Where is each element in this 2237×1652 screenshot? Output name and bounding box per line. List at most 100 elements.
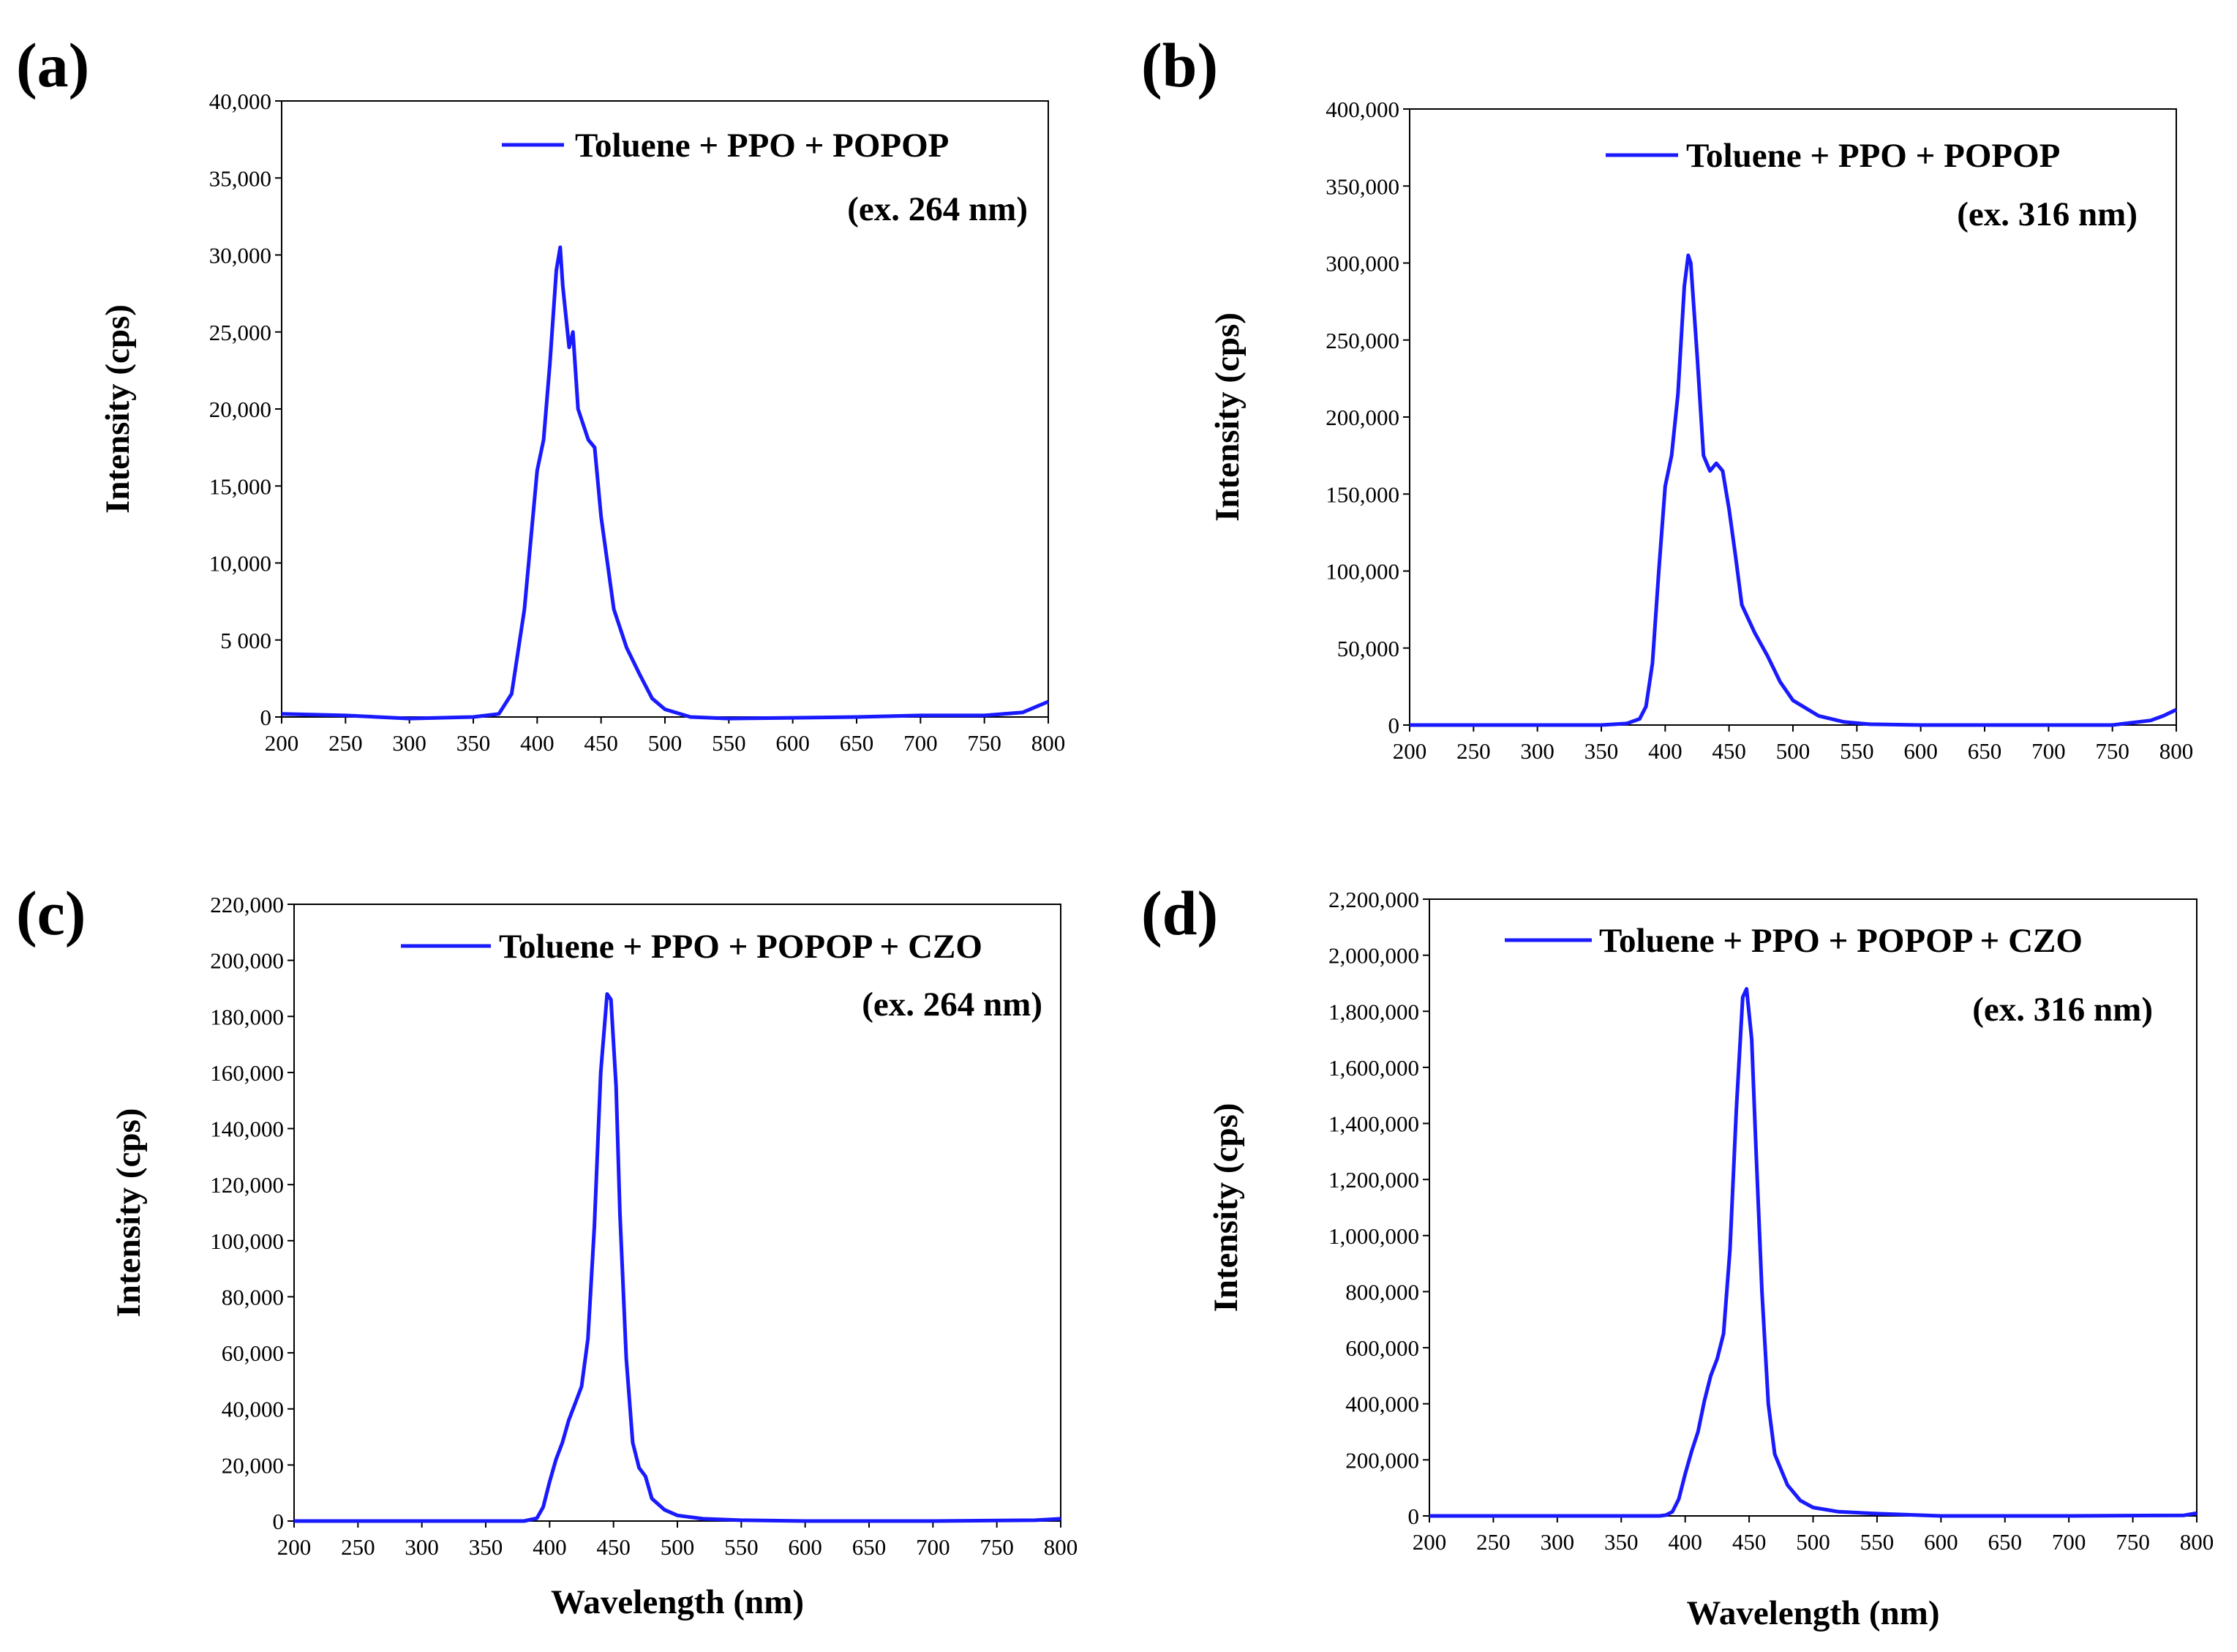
- x-tick-label: 650: [840, 730, 874, 756]
- legend-label: Toluene + PPO + POPOP + CZO: [499, 928, 982, 966]
- x-tick-label: 550: [1840, 738, 1874, 764]
- y-tick-label: 30,000: [209, 243, 271, 269]
- y-tick-label: 150,000: [1326, 481, 1399, 507]
- x-tick-label: 750: [980, 1534, 1014, 1560]
- y-tick-label: 0: [260, 705, 272, 730]
- x-tick-label: 400: [533, 1534, 567, 1560]
- legend-note: (ex. 264 nm): [862, 985, 1042, 1024]
- y-tick-label: 0: [1388, 713, 1400, 738]
- x-tick-label: 400: [520, 730, 554, 756]
- x-tick-label: 450: [584, 730, 618, 756]
- y-tick-label: 160,000: [210, 1060, 284, 1086]
- legend-note: (ex. 316 nm): [1972, 991, 2153, 1029]
- y-tick-label: 600,000: [1345, 1335, 1419, 1361]
- x-tick-label: 200: [265, 730, 299, 756]
- panel-b: (b) 0 50,000 100,000 150,000 200,000 250,000 30…: [1141, 30, 2193, 764]
- x-tick-label: 750: [2095, 738, 2129, 764]
- x-tick-label: 750: [2116, 1529, 2150, 1555]
- panel-d: (d) 0 200,000 400,000 600,000 800,000 1,000,00…: [1141, 878, 2214, 1632]
- legend-note: (ex. 316 nm): [1957, 195, 2138, 233]
- y-tick-label: 40,000: [222, 1397, 284, 1422]
- y-tick-label: 400,000: [1345, 1392, 1419, 1417]
- panel-c: (c) 0 20,000 40,000 60,000 80,000 100,000 120,0…: [16, 878, 1078, 1621]
- x-tick-label: 650: [852, 1534, 887, 1560]
- panel-label: (b): [1141, 30, 1218, 100]
- legend-label: Toluene + PPO + POPOP: [575, 127, 949, 165]
- y-tick-label: 200,000: [1326, 405, 1399, 430]
- x-axis-title: Wavelength (nm): [1687, 1594, 1940, 1632]
- x-tick-label: 350: [469, 1534, 503, 1560]
- y-tick-label: 1,800,000: [1328, 999, 1419, 1024]
- y-tick-label: 5 000: [220, 628, 271, 653]
- x-tick-label: 500: [648, 730, 683, 756]
- y-tick-label: 200,000: [210, 948, 284, 974]
- x-tick-label: 500: [661, 1534, 695, 1560]
- x-tick-label: 350: [1604, 1529, 1639, 1555]
- x-tick-label: 250: [1476, 1529, 1511, 1555]
- x-tick-label: 250: [328, 730, 363, 756]
- x-tick-label: 300: [1520, 738, 1554, 764]
- y-tick-label: 1,400,000: [1328, 1111, 1419, 1137]
- y-tick-label: 2,000,000: [1328, 943, 1419, 969]
- y-tick-label: 100,000: [1326, 559, 1399, 585]
- x-tick-label: 750: [967, 730, 1001, 756]
- y-tick-label: 20,000: [209, 397, 271, 422]
- x-tick-label: 250: [341, 1534, 375, 1560]
- x-axis-title: Wavelength (nm): [551, 1583, 804, 1621]
- x-tick-label: 200: [1393, 738, 1427, 764]
- x-tick-label: 650: [1988, 1529, 2023, 1555]
- series-line: [1429, 987, 2197, 1518]
- x-tick-label: 250: [1456, 738, 1491, 764]
- y-tick-label: 140,000: [210, 1116, 284, 1142]
- x-tick-label: 200: [1413, 1529, 1447, 1555]
- panel-a: (a) 0 5 000 10,000 15,000 20,000 25,000 30,000 3…: [16, 30, 1065, 756]
- x-tick-label: 600: [775, 730, 810, 756]
- y-tick-label: 0: [1408, 1503, 1420, 1529]
- y-tick-label: 60,000: [222, 1340, 284, 1366]
- y-tick-label: 40,000: [209, 89, 271, 114]
- y-tick-label: 15,000: [209, 473, 271, 499]
- y-tick-label: 120,000: [210, 1172, 284, 1198]
- x-tick-label: 800: [1044, 1534, 1078, 1560]
- legend-label: Toluene + PPO + POPOP: [1686, 137, 2060, 175]
- x-tick-label: 700: [903, 730, 938, 756]
- x-tick-label: 700: [2052, 1529, 2086, 1555]
- x-tick-label: 300: [1541, 1529, 1575, 1555]
- y-tick-label: 10,000: [209, 551, 271, 577]
- x-tick-label: 800: [2159, 738, 2194, 764]
- y-tick-label: 35,000: [209, 165, 271, 191]
- x-tick-label: 500: [1796, 1529, 1830, 1555]
- series-line: [281, 245, 1049, 721]
- series-line: [294, 992, 1061, 1523]
- x-tick-label: 550: [712, 730, 746, 756]
- x-tick-label: 200: [277, 1534, 312, 1560]
- y-tick-label: 350,000: [1326, 173, 1399, 199]
- legend: Toluene + PPO + POPOP (ex. 264 nm): [502, 127, 1028, 228]
- y-tick-label: 800,000: [1345, 1279, 1419, 1304]
- y-axis-title: Intensity (cps): [1208, 312, 1247, 522]
- x-tick-label: 800: [2180, 1529, 2214, 1555]
- x-tick-label: 500: [1776, 738, 1811, 764]
- y-tick-label: 180,000: [210, 1004, 284, 1029]
- legend-note: (ex. 264 nm): [847, 190, 1028, 228]
- x-tick-label: 350: [1584, 738, 1619, 764]
- x-tick-label: 300: [405, 1534, 439, 1560]
- y-tick-label: 100,000: [210, 1228, 284, 1254]
- x-tick-label: 400: [1668, 1529, 1702, 1555]
- x-tick-label: 650: [1968, 738, 2002, 764]
- x-tick-label: 450: [1712, 738, 1746, 764]
- y-tick-label: 400,000: [1326, 97, 1399, 122]
- x-tick-label: 800: [1031, 730, 1066, 756]
- y-tick-label: 50,000: [1337, 636, 1399, 661]
- x-tick-label: 550: [1860, 1529, 1895, 1555]
- legend: Toluene + PPO + POPOP (ex. 316 nm): [1606, 137, 2138, 233]
- y-tick-label: 1,000,000: [1328, 1223, 1419, 1249]
- legend: Toluene + PPO + POPOP + CZO (ex. 316 nm): [1505, 922, 2153, 1029]
- panel-label: (d): [1141, 878, 1218, 948]
- panel-label: (c): [16, 878, 86, 948]
- legend: Toluene + PPO + POPOP + CZO (ex. 264 nm): [401, 928, 1042, 1024]
- x-tick-label: 350: [456, 730, 491, 756]
- x-tick-label: 600: [1924, 1529, 1958, 1555]
- y-tick-label: 80,000: [222, 1284, 284, 1310]
